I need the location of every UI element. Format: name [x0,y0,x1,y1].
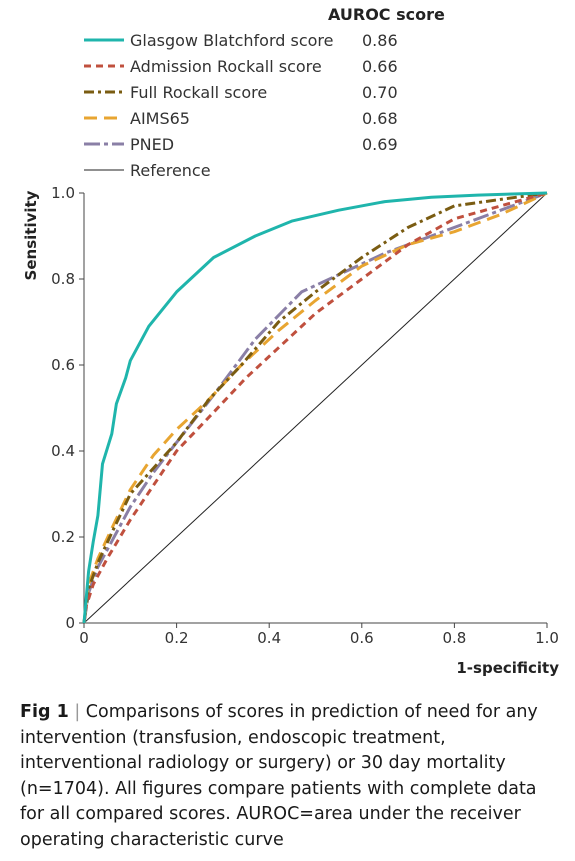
x-tick-label: 0.6 [350,629,374,647]
x-tick-label: 0.8 [442,629,466,647]
x-tick-label: 0 [79,629,89,647]
legend-auroc-pned: 0.69 [362,135,398,154]
legend-label-pned: PNED [130,135,174,154]
legend-label-aims65: AIMS65 [130,109,190,128]
x-tick-label: 0.2 [165,629,189,647]
x-axis-title: 1-specificity [456,659,559,677]
caption-separator: | [74,702,81,722]
figure-caption: Fig 1 | Comparisons of scores in predict… [20,700,560,853]
y-tick-label: 0.4 [51,442,75,460]
legend-auroc-full-rockall-score: 0.70 [362,83,398,102]
series-line-reference [83,192,548,624]
x-tick-label: 0.4 [257,629,281,647]
x-tick-label: 1.0 [535,629,559,647]
y-tick-label: 0.2 [51,528,75,546]
y-tick-label: 0.8 [51,270,75,288]
legend-label-full-rockall-score: Full Rockall score [130,83,267,102]
y-tick-label: 0.6 [51,356,75,374]
legend-label-admission-rockall-score: Admission Rockall score [130,57,322,76]
y-tick-label: 0 [65,614,75,632]
roc-chart: 0 0.2 0.4 0.6 0.8 1.0 0 0.2 0.4 0.6 0.8 1.0 1-specif… [22,5,559,677]
caption-text: Comparisons of scores in prediction of n… [20,702,538,850]
series-line-aims65 [82,191,548,624]
series-line-glasgow-blatchford-score [82,191,548,624]
series-line-admission-rockall-score [82,191,548,624]
legend-auroc-admission-rockall-score: 0.66 [362,57,398,76]
legend-label-glasgow-blatchford-score: Glasgow Blatchford score [130,31,334,50]
y-tick-label: 1.0 [51,184,75,202]
legend-auroc-aims65: 0.68 [362,109,398,128]
caption-label: Fig 1 [20,702,69,722]
legend-header: AUROC score [328,5,445,24]
legend-auroc-glasgow-blatchford-score: 0.86 [362,31,398,50]
legend-label-reference: Reference [130,161,211,180]
series-line-full-rockall-score [82,191,548,624]
y-axis-title: Sensitivity [22,190,40,280]
